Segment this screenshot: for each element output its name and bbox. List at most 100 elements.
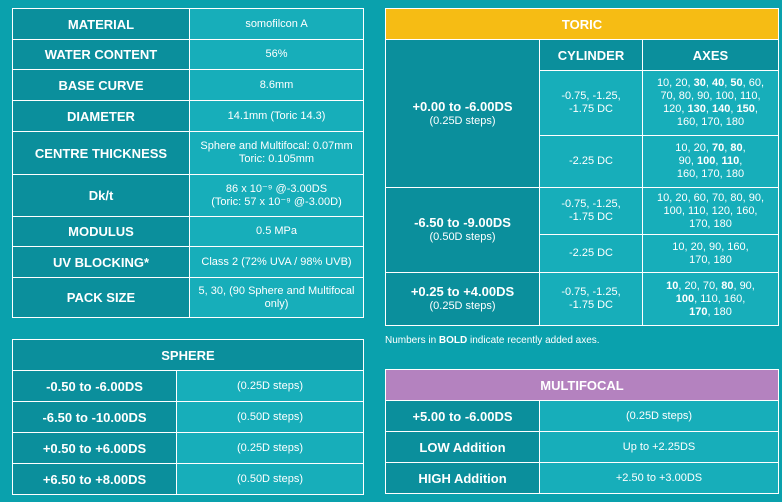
- spec-label: DIAMETER: [12, 100, 190, 132]
- bold-axes-note: Numbers in BOLD indicate recently added …: [385, 335, 600, 346]
- note-bold: BOLD: [438, 335, 468, 346]
- axes-column-header: AXES: [642, 39, 779, 71]
- axis-value: ,: [724, 142, 731, 154]
- axis-value: , 20, 70,: [678, 279, 722, 292]
- sphere-title-row: SPHERE: [12, 339, 364, 371]
- toric-range: -6.50 to -9.00DS: [414, 215, 511, 230]
- spec-label: CENTRE THICKNESS: [12, 131, 190, 175]
- multifocal-label: HIGH Addition: [385, 462, 540, 494]
- multifocal-title-row: MULTIFOCAL: [385, 369, 779, 401]
- spec-row-water-content: WATER CONTENT 56%: [12, 39, 364, 70]
- axis-value: 170, 180: [689, 217, 732, 230]
- specifications-table: MATERIAL somofilcon A WATER CONTENT 56% …: [12, 8, 364, 318]
- toric-steps: (0.25D steps): [429, 114, 496, 127]
- toric-row: +0.25 to +4.00DS (0.25D steps) -0.75, -1…: [385, 272, 779, 326]
- axes-cell: 10, 20, 70, 80, 90, 100, 110, 160, 170, 18…: [642, 135, 779, 188]
- axis-value: ,: [715, 155, 722, 167]
- sphere-range: -0.50 to -6.00DS: [12, 370, 177, 402]
- new-axis-value: 70: [712, 142, 725, 154]
- cylinder-column-header: CYLINDER: [539, 39, 643, 71]
- axis-value: 10, 20, 90, 160,: [672, 240, 749, 253]
- sphere-title: SPHERE: [12, 339, 364, 371]
- toric-table: TORIC +0.00 to -6.00DS (0.25D steps) CYL…: [385, 8, 779, 326]
- multifocal-label: +5.00 to -6.00DS: [385, 400, 540, 432]
- axes-cell: 10, 20, 30, 40, 50, 60, 70, 80, 90, 100, …: [642, 70, 779, 136]
- axis-value: ,: [742, 142, 746, 154]
- new-axis-value: 140: [712, 103, 731, 115]
- spec-label: BASE CURVE: [12, 69, 190, 101]
- multifocal-row: HIGH Addition +2.50 to +3.00DS: [385, 462, 779, 494]
- toric-row: -2.25 DC 10, 20, 90, 160, 170, 180: [386, 234, 779, 273]
- spec-value-line: (Toric: 57 x 10⁻⁹ @-3.00D): [211, 195, 342, 208]
- toric-range: +0.00 to -6.00DS: [412, 98, 513, 114]
- new-axis-value: 100: [697, 155, 716, 167]
- spec-value-line: 86 x 10⁻⁹ @-3.00DS: [225, 182, 328, 195]
- spec-label: PACK SIZE: [12, 277, 190, 318]
- sphere-steps: (0.50D steps): [176, 401, 364, 433]
- new-axis-value: 100: [675, 292, 695, 305]
- axes-cell: 10, 20, 60, 70, 80, 90, 100, 110, 120, 16…: [642, 187, 779, 235]
- cylinder-line: -0.75, -1.25,: [561, 90, 621, 102]
- axis-value: 160, 170, 180: [676, 168, 745, 180]
- axis-value: ,: [739, 155, 743, 167]
- sphere-row: +0.50 to +6.00DS (0.25D steps): [12, 432, 364, 464]
- sphere-steps: (0.25D steps): [176, 370, 364, 402]
- toric-row: -0.75, -1.25, -1.75 DC 10, 20, 30, 40, 5…: [386, 70, 779, 136]
- spec-value: somofilcon A: [189, 8, 364, 40]
- axis-value: ,: [730, 103, 737, 115]
- cylinder-line: -1.75 DC: [568, 103, 614, 115]
- new-axis-value: 50: [730, 77, 743, 89]
- new-axis-value: 170: [689, 305, 708, 318]
- toric-row: -2.25 DC 10, 20, 70, 80, 90, 100, 110, 160…: [386, 135, 779, 188]
- new-axis-value: 10: [666, 279, 679, 292]
- spec-row-modulus: MODULUS 0.5 MPa: [12, 216, 364, 247]
- axis-value: ,: [724, 77, 731, 89]
- axes-cell: 10, 20, 70, 80, 90, 100, 110, 160, 170, 18…: [642, 272, 779, 326]
- multifocal-row: +5.00 to -6.00DS (0.25D steps): [385, 400, 779, 432]
- sphere-row: +6.50 to +8.00DS (0.50D steps): [12, 463, 364, 495]
- spec-row-material: MATERIAL somofilcon A: [12, 8, 364, 40]
- spec-label: MATERIAL: [12, 8, 190, 40]
- new-axis-value: 130: [687, 103, 706, 115]
- spec-value: Class 2 (72% UVA / 98% UVB): [189, 246, 364, 278]
- axis-value: , 180: [707, 305, 732, 318]
- spec-value: 8.6mm: [189, 69, 364, 101]
- spec-row-pack-size: PACK SIZE 5, 30, (90 Sphere and Multifoc…: [12, 277, 364, 318]
- toric-title: TORIC: [385, 8, 779, 40]
- spec-value: 0.5 MPa: [189, 216, 364, 247]
- multifocal-title: MULTIFOCAL: [385, 369, 779, 401]
- sphere-steps: (0.25D steps): [176, 432, 364, 464]
- multifocal-value: Up to +2.25DS: [539, 431, 779, 463]
- spec-row-diameter: DIAMETER 14.1mm (Toric 14.3): [12, 100, 364, 132]
- axis-value: 10, 20,: [675, 142, 712, 154]
- toric-column-header-row: +0.00 to -6.00DS (0.25D steps) CYLINDER …: [385, 39, 779, 188]
- spec-value-line: Toric: 0.105mm: [238, 153, 315, 165]
- new-axis-value: 150: [736, 103, 755, 115]
- sphere-range: -6.50 to -10.00DS: [12, 401, 177, 433]
- new-axis-value: 80: [730, 142, 743, 154]
- sphere-table: SPHERE -0.50 to -6.00DS (0.25D steps) -6…: [12, 339, 364, 495]
- cylinder-cell: -2.25 DC: [539, 234, 643, 273]
- spec-row-base-curve: BASE CURVE 8.6mm: [12, 69, 364, 101]
- cylinder-cell: -2.25 DC: [539, 135, 643, 188]
- spec-value: Sphere and Multifocal: 0.07mm Toric: 0.1…: [189, 131, 364, 175]
- multifocal-value: (0.25D steps): [539, 400, 779, 432]
- axis-value: 10, 20,: [656, 77, 694, 89]
- sphere-steps: (0.50D steps): [176, 463, 364, 495]
- note-text: Numbers in: [385, 335, 439, 346]
- axis-value: 160, 170, 180: [676, 116, 745, 128]
- multifocal-row: LOW Addition Up to +2.25DS: [385, 431, 779, 463]
- sphere-row: -0.50 to -6.00DS (0.25D steps): [12, 370, 364, 402]
- spec-label: UV BLOCKING*: [12, 246, 190, 278]
- cylinder-cell: -0.75, -1.25, -1.75 DC: [539, 187, 643, 235]
- multifocal-label: LOW Addition: [385, 431, 540, 463]
- spec-row-dkt: Dk/t 86 x 10⁻⁹ @-3.00DS (Toric: 57 x 10⁻…: [12, 174, 364, 217]
- spec-value-line: Sphere and Multifocal: 0.07mm: [200, 140, 353, 152]
- cylinder-line: -1.75 DC: [568, 211, 614, 223]
- axis-value: 90,: [678, 155, 698, 167]
- toric-range-group-3: +0.25 to +4.00DS (0.25D steps): [385, 272, 540, 326]
- spec-row-centre-thickness: CENTRE THICKNESS Sphere and Multifocal: …: [12, 131, 364, 175]
- spec-row-uv-blocking: UV BLOCKING* Class 2 (72% UVA / 98% UVB): [12, 246, 364, 278]
- multifocal-table: MULTIFOCAL +5.00 to -6.00DS (0.25D steps…: [385, 369, 779, 494]
- toric-range-group-1: +0.00 to -6.00DS (0.25D steps): [385, 39, 540, 188]
